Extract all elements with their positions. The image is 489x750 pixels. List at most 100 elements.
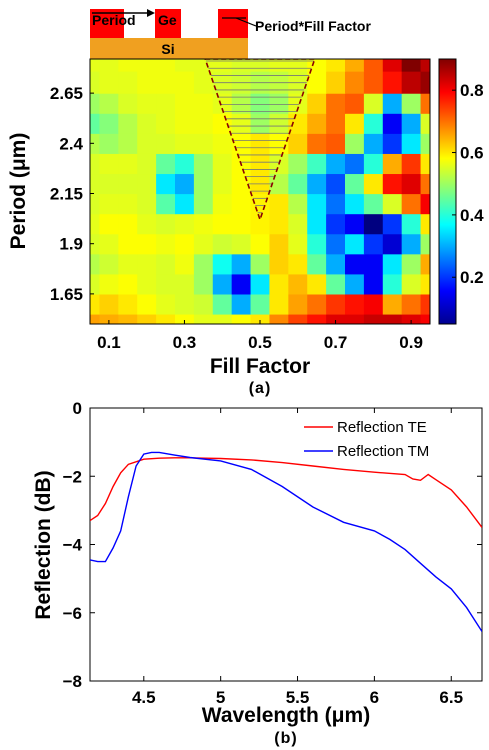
heatmap-cell <box>420 113 430 134</box>
subplot-label-b: (b) <box>274 730 297 747</box>
heatmap-cell <box>269 233 289 255</box>
heatmap-cell <box>288 253 308 275</box>
heatmap-cell <box>401 233 422 255</box>
heatmap-cell <box>326 113 346 134</box>
heatmap-cell <box>363 273 384 295</box>
heatmap-cell <box>345 273 365 295</box>
heatmap-cell <box>156 233 176 255</box>
heatmap-cell <box>175 71 195 94</box>
heatmap-cell <box>156 153 176 175</box>
heatmap-cell <box>137 213 157 235</box>
heatmap-cell <box>401 59 422 72</box>
heatmap-cell <box>231 293 252 315</box>
heatmap-cell <box>420 313 430 324</box>
heatmap-cell <box>137 113 157 134</box>
colorbar-gradient <box>438 58 457 325</box>
heatmap-cell <box>99 233 119 255</box>
heatmap-cell <box>118 293 138 315</box>
heatmap-cell <box>307 193 327 215</box>
heatmap-cell <box>420 173 430 195</box>
grating-schematic: Si Period Ge Period*Fill Factor <box>90 9 371 60</box>
heatmap-y-label: Period (μm) <box>7 133 30 250</box>
heatmap-cell <box>401 193 422 215</box>
heatmap-x-tick-label: 0.3 <box>173 333 197 352</box>
heatmap-cell <box>345 153 365 175</box>
ge-label: Ge <box>158 12 177 28</box>
heatmap-y-tick-label: 2.15 <box>50 185 83 204</box>
heatmap-cell <box>99 113 119 134</box>
heatmap-cell <box>307 313 327 324</box>
heatmap-cell <box>326 293 346 315</box>
heatmap-cell <box>212 173 233 195</box>
heatmap-cell <box>137 313 157 324</box>
heatmap-cell <box>231 193 252 215</box>
legend: Reflection TE Reflection TM <box>304 419 429 460</box>
heatmap-cell <box>231 113 252 134</box>
heatmap-cell <box>212 233 233 255</box>
heatmap-cell <box>90 273 101 295</box>
line-y-tick-label: 0 <box>73 399 82 418</box>
heatmap-cell <box>401 313 422 324</box>
heatmap-cell <box>401 133 422 154</box>
heatmap-cell <box>175 133 195 154</box>
heatmap-cell <box>401 71 422 94</box>
heatmap-cell <box>118 71 138 94</box>
heatmap-cell <box>401 113 422 134</box>
heatmap-cell <box>175 113 195 134</box>
heatmap-cell <box>382 59 403 72</box>
heatmap-cell <box>326 213 346 235</box>
heatmap-cell <box>175 313 195 324</box>
heatmap-cell <box>137 253 157 275</box>
heatmap-cell <box>382 193 403 215</box>
heatmap-cell <box>99 59 119 72</box>
heatmap-cell <box>137 173 157 195</box>
heatmap-cell <box>193 173 214 195</box>
heatmap-cell <box>382 273 403 295</box>
heatmap-cell <box>288 233 308 255</box>
heatmap-cell <box>90 153 101 175</box>
heatmap-cell <box>420 253 430 275</box>
heatmap-cell <box>90 59 101 72</box>
heatmap-cell <box>382 133 403 154</box>
heatmap-y-tick-label: 1.65 <box>50 285 83 304</box>
heatmap-cell <box>288 173 308 195</box>
heatmap-cell <box>363 233 384 255</box>
subplot-label-a: (a) <box>249 380 272 397</box>
heatmap-cell <box>212 193 233 215</box>
heatmap-cell <box>175 93 195 114</box>
heatmap-cell <box>175 193 195 215</box>
heatmap-cell <box>137 71 157 94</box>
heatmap-cell <box>326 193 346 215</box>
heatmap-cell <box>250 133 271 154</box>
line-y-tick-label: −2 <box>63 467 82 486</box>
heatmap-cell <box>156 193 176 215</box>
heatmap-cells <box>90 59 430 324</box>
heatmap-cell <box>326 153 346 175</box>
heatmap-cell <box>382 113 403 134</box>
heatmap-cell <box>269 93 289 114</box>
heatmap-cell <box>307 173 327 195</box>
heatmap-cell <box>175 273 195 295</box>
heatmap-cell <box>118 173 138 195</box>
heatmap-cell <box>99 193 119 215</box>
heatmap-cell <box>175 59 195 72</box>
heatmap-cell <box>193 233 214 255</box>
heatmap-cell <box>401 153 422 175</box>
heatmap-cell <box>99 313 119 324</box>
heatmap-cell <box>345 173 365 195</box>
heatmap-cell <box>90 71 101 94</box>
line-x-label: Wavelength (μm) <box>202 704 370 727</box>
heatmap-cell <box>420 71 430 94</box>
heatmap-cell <box>175 173 195 195</box>
heatmap-cell <box>118 93 138 114</box>
heatmap-cell <box>345 213 365 235</box>
heatmap-cell <box>118 193 138 215</box>
heatmap-cell <box>212 313 233 324</box>
heatmap-cell <box>345 313 365 324</box>
colorbar-tick-label: 0.2 <box>460 268 484 287</box>
heatmap-cell <box>401 173 422 195</box>
heatmap-cell <box>193 273 214 295</box>
heatmap-cell <box>345 293 365 315</box>
heatmap-cell <box>326 59 346 72</box>
heatmap-cell <box>137 133 157 154</box>
